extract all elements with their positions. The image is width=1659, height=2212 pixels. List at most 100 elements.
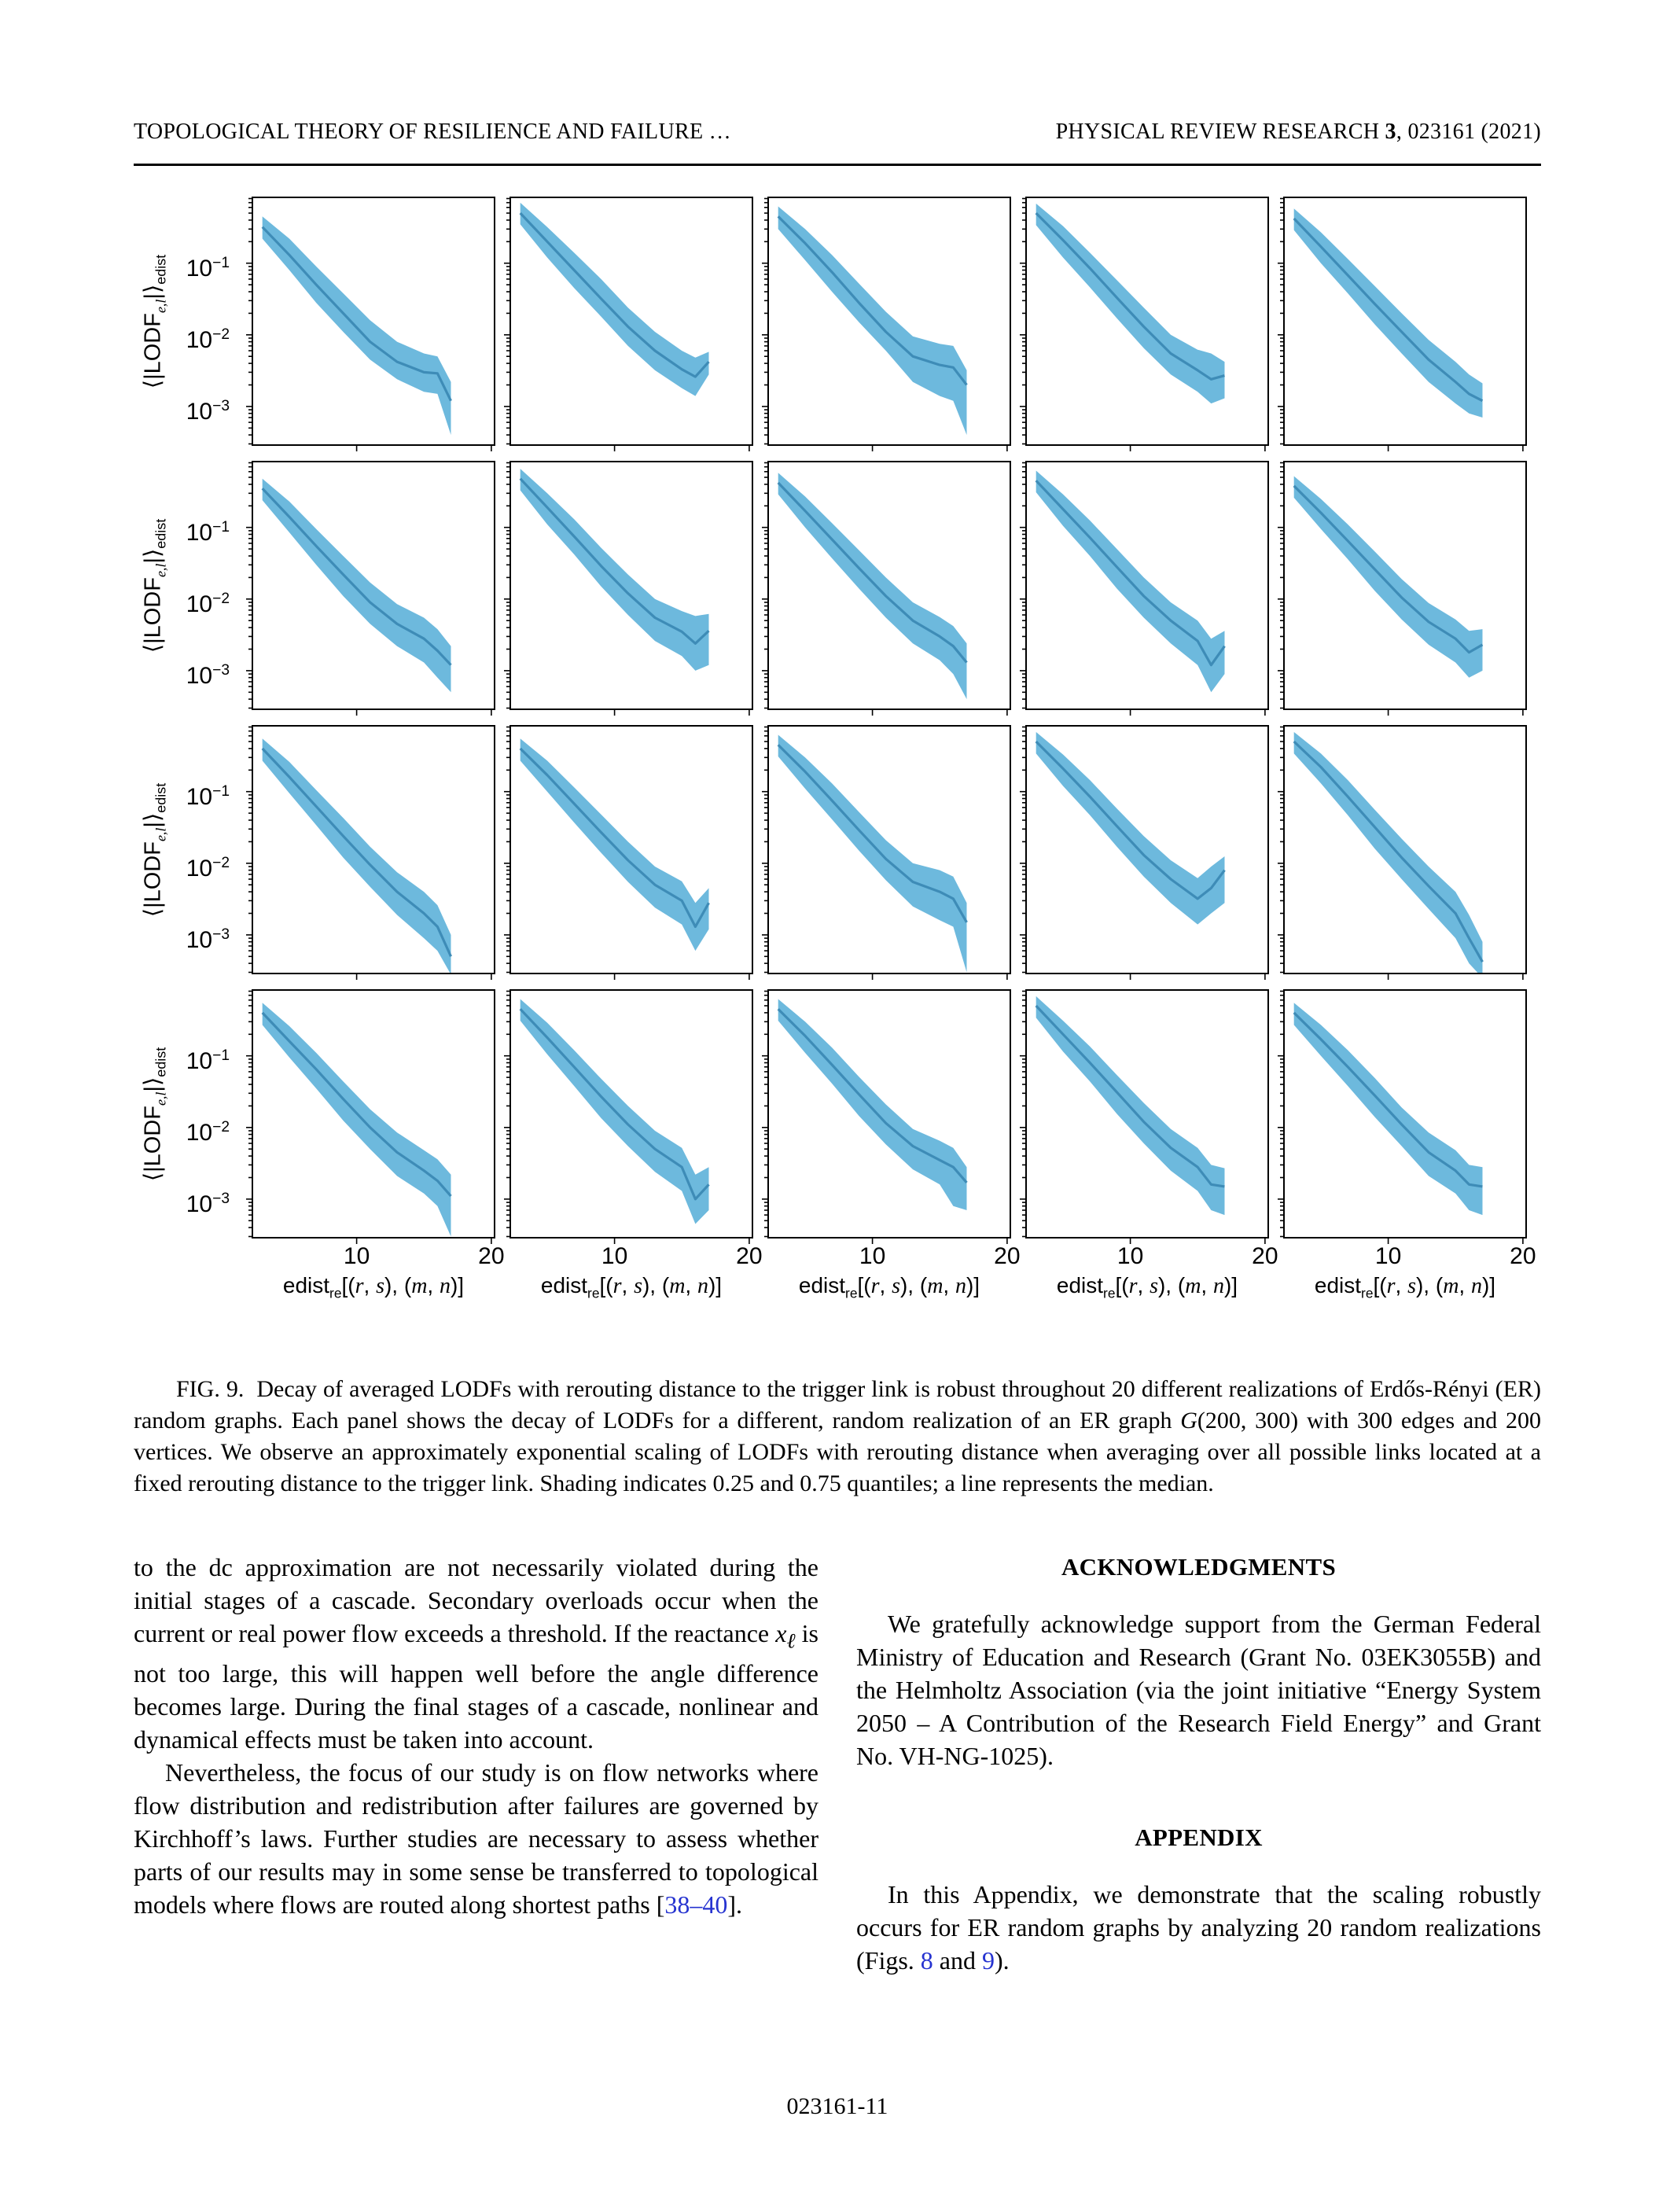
panel-frame xyxy=(1025,197,1269,446)
caption-graph-symbol: G xyxy=(1180,1408,1197,1434)
appendix-paragraph: In this Appendix, we demonstrate that th… xyxy=(856,1878,1541,1977)
plot-panel-cell xyxy=(1020,461,1269,716)
label-part: ), ( xyxy=(1157,1273,1186,1297)
label-part: edist xyxy=(540,1273,588,1297)
citation-link-38-40[interactable]: 38–40 xyxy=(664,1890,728,1919)
label-part: , xyxy=(1459,1273,1471,1297)
y-tick-label: 10−1 xyxy=(186,776,230,813)
label-part: ), ( xyxy=(1415,1273,1444,1297)
axis-ticks xyxy=(1278,726,1524,980)
panel-frame xyxy=(509,461,753,710)
label-part: |⟩ xyxy=(140,812,166,828)
panel-frame xyxy=(1283,725,1527,974)
axis-ticks xyxy=(1278,990,1524,1244)
y-tick-label: 10−2 xyxy=(186,583,230,620)
plot-panel-r1c5 xyxy=(1278,197,1527,451)
y-tick-label: 10−2 xyxy=(186,1112,230,1149)
plot-panel-r1c2 xyxy=(504,197,753,451)
median-line xyxy=(519,1008,710,1201)
plot-panel-r3c2 xyxy=(504,725,753,980)
label-part: r xyxy=(355,1274,364,1298)
acknowledgments-paragraph: We gratefully acknowledge support from t… xyxy=(856,1610,1541,1770)
figure-link-9[interactable]: 9 xyxy=(982,1946,995,1975)
tick-base: 10 xyxy=(186,326,213,353)
label-part: edist xyxy=(153,254,169,285)
x-axis-label: edistre[(r, s), (m, n)] xyxy=(252,1273,495,1308)
tick-exponent: −2 xyxy=(212,590,230,607)
tick-exponent: −3 xyxy=(212,1190,230,1207)
y-tick-label: 10−2 xyxy=(186,848,230,885)
label-part: , xyxy=(685,1273,697,1297)
label-part: [( xyxy=(1115,1273,1129,1297)
x-tick-row: 10 20 xyxy=(1025,1238,1278,1273)
quantile-band xyxy=(262,1003,451,1237)
axis-ticks xyxy=(1020,462,1266,716)
appendix-heading: APPENDIX xyxy=(1135,1824,1263,1851)
quantile-band xyxy=(262,478,451,693)
label-part: edist xyxy=(1314,1273,1362,1297)
x-axis-label: edistre[(r, s), (m, n)] xyxy=(509,1273,753,1308)
y-tick-label: 10−3 xyxy=(186,919,230,956)
plot-grid: ⟨|LODFe,l|⟩edist 10−1 10−2 10−3 ⟨|LODFe,l|⟩e… xyxy=(134,197,1541,1308)
plot-panel-cell xyxy=(246,725,495,980)
plot-panel-r4c4 xyxy=(1020,989,1269,1244)
header-left-title: TOPOLOGICAL THEORY OF RESILIENCE AND FAI… xyxy=(134,120,731,144)
x-tick-label: 10 xyxy=(343,1243,370,1269)
label-part: |⟩ xyxy=(140,1077,166,1092)
label-part: s xyxy=(1407,1274,1416,1298)
plot-panel-r4c1 xyxy=(246,989,495,1244)
y-axis-area: ⟨|LODFe,l|⟩edist 10−1 10−2 10−3 xyxy=(134,461,237,710)
figure-link-8[interactable]: 8 xyxy=(920,1946,933,1975)
label-part: , xyxy=(943,1273,955,1297)
y-axis-label: ⟨|LODFe,l|⟩edist xyxy=(139,254,170,388)
axis-ticks xyxy=(762,990,1008,1244)
x-tick-label: 20 xyxy=(1510,1243,1536,1269)
plot-panel-cell xyxy=(762,461,1011,716)
plot-panel-cell: 10 20 edistre[(r, s), (m, n)] xyxy=(762,989,1021,1308)
plot-panel-cell xyxy=(504,725,753,980)
paragraph-text: ). xyxy=(995,1946,1010,1975)
label-part: n xyxy=(955,1274,966,1298)
figure-row-3: ⟨|LODFe,l|⟩edist 10−1 10−2 10−3 xyxy=(134,725,1541,980)
label-part: edist xyxy=(153,1047,169,1077)
plot-panel-cell xyxy=(762,725,1011,980)
quantile-band xyxy=(262,738,451,974)
plot-panel-r3c3 xyxy=(762,725,1011,980)
plot-panel-r1c4 xyxy=(1020,197,1269,451)
label-part: edist xyxy=(1056,1273,1104,1297)
panel-frame xyxy=(252,989,495,1238)
axis-ticks xyxy=(1278,197,1524,451)
median-line xyxy=(1293,1011,1483,1188)
label-part: , xyxy=(427,1273,440,1297)
tick-base: 10 xyxy=(186,398,213,425)
axis-ticks xyxy=(246,197,492,451)
median-line xyxy=(1035,480,1226,667)
paragraph-text: to the dc approximation are not necessar… xyxy=(134,1553,818,1647)
axis-ticks xyxy=(504,197,750,451)
plot-panel-r2c1 xyxy=(246,461,495,716)
label-part: )] xyxy=(1223,1273,1238,1297)
axis-ticks xyxy=(504,990,750,1244)
panel-frame xyxy=(1025,725,1269,974)
y-tick-label: 10−1 xyxy=(186,512,230,549)
axis-ticks xyxy=(246,462,492,716)
y-tick-label: 10−2 xyxy=(186,319,230,356)
axis-ticks xyxy=(1278,462,1524,716)
label-part: , xyxy=(1137,1273,1150,1297)
label-part: |⟩ xyxy=(140,548,166,564)
label-part: e,l xyxy=(153,563,169,577)
plot-panel-cell: 10 20 edistre[(r, s), (m, n)] xyxy=(1278,989,1536,1308)
quantile-band xyxy=(1035,731,1225,925)
label-part: )] xyxy=(708,1273,723,1297)
panel-frame xyxy=(252,461,495,710)
label-part: m xyxy=(1443,1274,1459,1298)
plot-panel-cell xyxy=(246,461,495,716)
median-line xyxy=(519,212,710,378)
label-part: m xyxy=(927,1274,944,1298)
label-part: edist xyxy=(153,518,169,549)
median-line xyxy=(261,747,452,957)
panel-frame xyxy=(1025,989,1269,1238)
plot-panel-cell xyxy=(762,197,1011,451)
quantile-band xyxy=(1293,731,1483,974)
label-part: ), ( xyxy=(642,1273,670,1297)
